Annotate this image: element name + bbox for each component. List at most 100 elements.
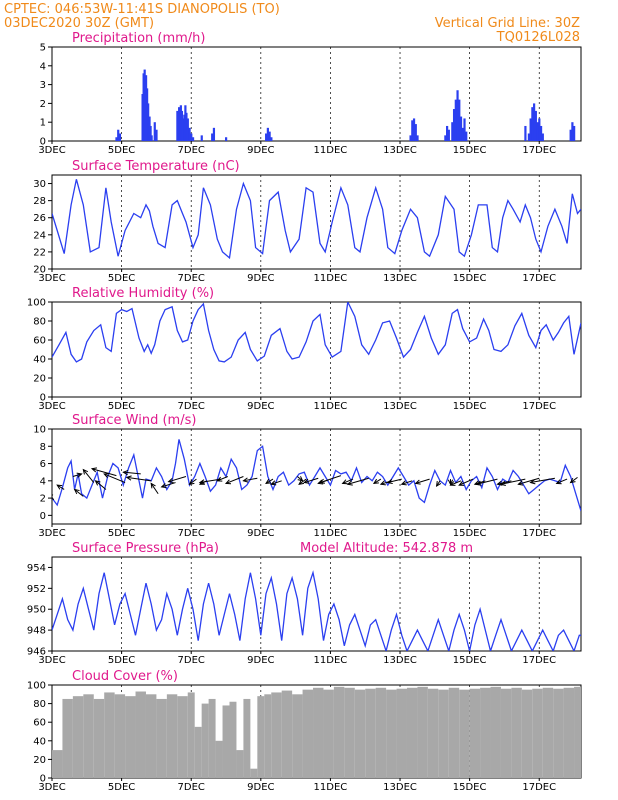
cloud-bar xyxy=(166,694,178,778)
humidity-ytick-label: 60 xyxy=(33,336,46,347)
wind-arrow-head xyxy=(303,478,310,484)
wind-arrow xyxy=(342,478,354,484)
cloud-bar xyxy=(459,689,470,778)
wind-xtick-label: 11DEC xyxy=(314,528,348,539)
humidity-line xyxy=(52,302,581,363)
precipitation-xtick-label: 9DEC xyxy=(247,145,274,156)
wind-arrow-head xyxy=(242,477,249,483)
precipitation-ytick-label: 3 xyxy=(40,80,46,91)
wind-arrow xyxy=(52,496,55,501)
cloud-cover-xtick-label: 15DEC xyxy=(453,782,487,793)
pressure-xtick-label: 11DEC xyxy=(314,655,348,666)
temperature-title: Surface Temperature (nC) xyxy=(72,159,240,174)
pressure-xtick-label: 5DEC xyxy=(108,655,135,666)
wind-arrow xyxy=(476,478,498,485)
precipitation-xtick-label: 3DEC xyxy=(38,145,65,156)
humidity-xtick-label: 9DEC xyxy=(247,401,274,412)
pressure-xtick-label: 7DEC xyxy=(178,655,205,666)
precip-bar xyxy=(143,69,146,141)
precipitation-xtick-label: 13DEC xyxy=(383,145,417,156)
wind-arrow-head xyxy=(435,480,442,487)
precip-bar xyxy=(533,103,536,141)
wind-arrow-head xyxy=(216,476,223,482)
wind-xtick-label: 15DEC xyxy=(453,528,487,539)
pressure-line xyxy=(52,570,581,651)
humidity-ytick-label: 80 xyxy=(33,317,46,328)
cloud-bar xyxy=(194,726,202,778)
precip-bar xyxy=(452,109,456,141)
wind-arrow xyxy=(518,477,540,485)
wind-arrow xyxy=(373,478,382,484)
temperature-xtick-label: 13DEC xyxy=(383,273,417,284)
cloud-bar xyxy=(521,689,533,778)
cloud-bar xyxy=(229,701,237,778)
cloud-cover-ytick-label: 100 xyxy=(27,681,46,692)
cloud-bar xyxy=(511,687,522,778)
temperature-xtick-label: 3DEC xyxy=(38,273,65,284)
cloud-bar xyxy=(406,687,418,778)
wind-arrow-head xyxy=(414,479,421,485)
cloud-bar xyxy=(365,688,376,778)
wind-arrow-head xyxy=(122,469,129,476)
wind-arrow xyxy=(189,478,197,485)
precip-bar xyxy=(527,133,530,141)
wind-arrow-head xyxy=(73,488,80,495)
wind-xtick-label: 7DEC xyxy=(178,528,205,539)
wind-arrow-head xyxy=(317,479,324,485)
cloud-bar xyxy=(480,687,491,778)
precipitation-ytick-label: 5 xyxy=(40,43,46,54)
wind-arrow-head xyxy=(569,477,576,484)
cloud-cover-panel: 0 20 40 60 80 100 3DEC 5DEC 7DEC 9DEC 11DEC 13DEC 15… xyxy=(27,669,582,793)
cloud-bar xyxy=(222,705,230,778)
humidity-xtick-label: 5DEC xyxy=(108,401,135,412)
temperature-series xyxy=(52,179,581,260)
cloud-bar xyxy=(236,750,244,778)
temperature-line xyxy=(52,179,581,260)
wind-arrow xyxy=(72,473,82,477)
wind-arrow xyxy=(104,473,126,484)
wind-panel: 0 2 4 6 8 10 3DEC 5DEC 7DEC 9DEC 11DEC 13DEC 15DEC 17… xyxy=(33,413,582,539)
cloud-bar xyxy=(542,687,554,778)
wind-arrow xyxy=(217,476,228,482)
wind-arrow-head xyxy=(379,480,386,486)
wind-arrow-head xyxy=(318,478,326,484)
precip-bar xyxy=(416,135,419,141)
wind-arrow-head xyxy=(150,482,156,489)
precipitation-ytick-label: 1 xyxy=(40,118,46,129)
precipitation-title: Precipitation (mm/h) xyxy=(72,31,205,46)
wind-arrow-head xyxy=(297,476,304,482)
wind-xtick-label: 13DEC xyxy=(383,528,417,539)
temperature-ytick-label: 22 xyxy=(33,247,46,258)
wind-arrow xyxy=(225,476,244,484)
cloud-cover-xtick-label: 9DEC xyxy=(247,782,274,793)
wind-arrow xyxy=(304,477,319,484)
precip-bar xyxy=(571,122,574,141)
cloud-cover-ytick-label: 20 xyxy=(33,755,46,766)
cloud-bar xyxy=(313,687,324,778)
wind-arrow-head xyxy=(76,472,83,478)
cloud-bar xyxy=(208,698,216,778)
cloud-bar xyxy=(574,686,581,778)
wind-series xyxy=(52,439,581,512)
precip-bar xyxy=(414,124,417,141)
temperature-panel: 20 22 24 26 28 30 3DEC 5DEC 7DEC 9DEC 11DEC 13DEC 15… xyxy=(33,159,582,284)
pressure-title: Surface Pressure (hPa) xyxy=(72,541,219,556)
wind-arrow xyxy=(265,478,274,484)
precip-bar xyxy=(409,135,412,141)
wind-arrow-head xyxy=(529,479,536,485)
precip-bar xyxy=(268,131,271,141)
wind-arrow-head xyxy=(188,479,195,485)
humidity-xtick-label: 3DEC xyxy=(38,401,65,412)
wind-ytick-label: 4 xyxy=(40,476,46,487)
pressure-frame xyxy=(51,556,582,652)
precip-bar xyxy=(270,137,273,141)
precip-bar xyxy=(191,137,195,141)
cloud-cover-xtick-label: 7DEC xyxy=(178,782,205,793)
precip-bar xyxy=(524,125,527,141)
precip-bar xyxy=(266,127,269,141)
cloud-bar xyxy=(156,698,167,778)
cloud-bar xyxy=(104,692,115,778)
wind-arrow xyxy=(74,489,84,497)
cloud-bar xyxy=(271,692,282,778)
cloud-bar xyxy=(52,750,63,778)
